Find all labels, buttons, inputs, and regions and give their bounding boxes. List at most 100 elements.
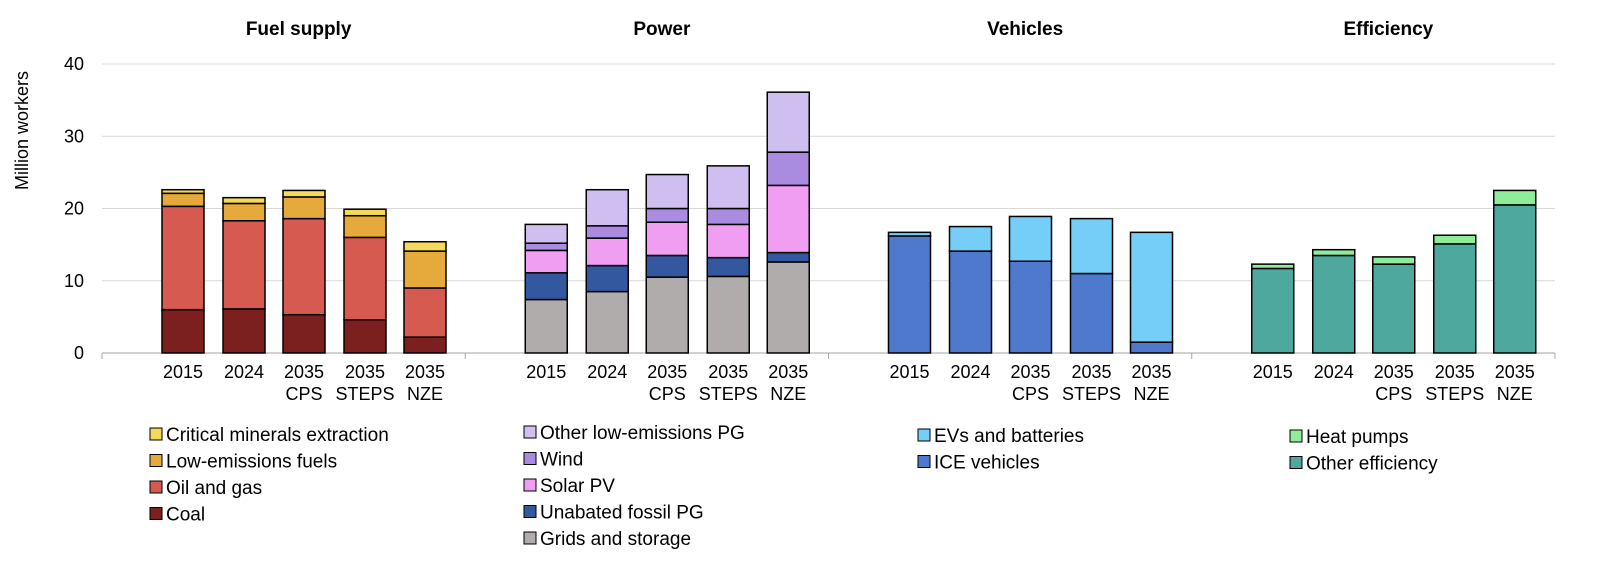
- x-category-label: 2015: [526, 362, 566, 382]
- bar-segment-evs-and-batteries: [948, 225, 993, 252]
- bar-segment-solar-pv: [585, 237, 629, 267]
- bar-segment-critical-minerals-extraction: [403, 240, 447, 252]
- legend-swatch: [149, 507, 163, 520]
- bar-segment-heat-pumps: [1251, 263, 1295, 270]
- x-category-label: 2035: [1495, 362, 1535, 382]
- x-category-label: CPS: [1375, 384, 1412, 404]
- bar-segment-other-efficiency: [1251, 267, 1295, 354]
- x-category-label: 2035: [405, 362, 445, 382]
- legend-label: Heat pumps: [1306, 427, 1408, 448]
- x-category-label: 2035: [768, 362, 808, 382]
- legend-label: Other efficiency: [1306, 454, 1438, 475]
- bar-segment-grids-and-storage: [524, 298, 568, 354]
- x-category-label: 2035: [1131, 362, 1171, 382]
- bar-segment-other-low-emissions-pg: [766, 91, 810, 153]
- labels: 0 10 20 30 40 Million workers Fuel supply 2015 2…: [12, 19, 1535, 404]
- bar-segment-coal: [403, 336, 447, 354]
- x-category-label: STEPS: [335, 384, 394, 404]
- bar-segment-ice-vehicles: [1008, 260, 1053, 354]
- bar-segment-coal: [161, 308, 205, 354]
- bar-segment-grids-and-storage: [766, 261, 810, 354]
- bar-segment-oil-and-gas: [222, 220, 266, 310]
- y-tick-label: 0: [74, 343, 84, 363]
- bar-segment-wind: [585, 225, 629, 239]
- legend-label: Unabated fossil PG: [540, 503, 704, 524]
- legend-swatch: [1289, 429, 1303, 443]
- bar-segment-critical-minerals-extraction: [222, 196, 266, 205]
- bar-segment-evs-and-batteries: [1069, 217, 1114, 275]
- legend-label: Oil and gas: [166, 478, 262, 499]
- bar-segment-solar-pv: [706, 223, 750, 259]
- bar-segment-oil-and-gas: [161, 205, 205, 311]
- x-category-label: STEPS: [699, 384, 758, 404]
- x-category-label: NZE: [770, 384, 806, 404]
- legend-label: ICE vehicles: [934, 453, 1040, 474]
- x-category-label: STEPS: [1425, 384, 1484, 404]
- legend-label: Low-emissions fuels: [166, 452, 337, 473]
- bar-segment-heat-pumps: [1433, 234, 1477, 245]
- legend-swatch: [523, 505, 537, 518]
- bar-segment-critical-minerals-extraction: [161, 188, 205, 195]
- legend-swatch: [149, 427, 163, 441]
- axes: [101, 352, 1556, 359]
- x-category-label: NZE: [407, 384, 443, 404]
- y-axis-title: Million workers: [12, 71, 32, 190]
- legend-label: EVs and batteries: [934, 426, 1084, 447]
- bar-segment-ice-vehicles: [1129, 341, 1174, 354]
- bar-segment-solar-pv: [524, 249, 568, 274]
- legend-label: Grids and storage: [540, 529, 691, 550]
- bars: [161, 91, 1537, 354]
- bar-segment-grids-and-storage: [645, 276, 689, 354]
- bar-segment-critical-minerals-extraction: [282, 189, 326, 198]
- x-category-label: 2035: [1374, 362, 1414, 382]
- x-category-label: 2035: [1071, 362, 1111, 382]
- legend-swatch: [149, 480, 163, 494]
- x-category-label: 2024: [1314, 362, 1354, 382]
- legend-swatch: [917, 428, 931, 442]
- x-category-label: 2024: [224, 362, 264, 382]
- bar-segment-solar-pv: [645, 221, 689, 257]
- bar-segment-wind: [524, 242, 568, 252]
- bar-segment-oil-and-gas: [343, 236, 387, 321]
- x-category-label: 2035: [1435, 362, 1475, 382]
- legend-swatch: [523, 478, 537, 492]
- panel-title: Fuel supply: [246, 19, 352, 40]
- y-tick-label: 20: [64, 199, 84, 219]
- bar-segment-solar-pv: [766, 184, 810, 254]
- bar-segment-other-low-emissions-pg: [585, 188, 629, 227]
- x-category-label: 2024: [950, 362, 990, 382]
- bar-segment-unabated-fossil-pg: [706, 256, 750, 278]
- bar-segment-oil-and-gas: [403, 287, 447, 338]
- bar-segment-heat-pumps: [1493, 189, 1537, 206]
- bar-segment-low-emissions-fuels: [161, 192, 205, 208]
- bar-segment-evs-and-batteries: [887, 231, 932, 237]
- bar-segment-coal: [282, 313, 326, 354]
- panel-title: Efficiency: [1343, 19, 1433, 40]
- y-tick-label: 10: [64, 271, 84, 291]
- bar-segment-heat-pumps: [1372, 256, 1416, 265]
- legend-swatch: [523, 531, 537, 545]
- legend-swatch: [917, 455, 931, 468]
- legend-label: Critical minerals extraction: [166, 425, 389, 446]
- bar-segment-low-emissions-fuels: [282, 196, 326, 220]
- x-category-label: CPS: [1012, 384, 1049, 404]
- bar-segment-low-emissions-fuels: [403, 250, 447, 289]
- x-category-label: 2015: [163, 362, 203, 382]
- bar-segment-heat-pumps: [1312, 248, 1356, 257]
- bar-segment-other-efficiency: [1372, 263, 1416, 354]
- x-category-label: 2035: [345, 362, 385, 382]
- legend-swatch: [523, 452, 537, 465]
- bar-segment-wind: [706, 207, 750, 226]
- bar-segment-unabated-fossil-pg: [645, 254, 689, 278]
- bar-segment-wind: [766, 151, 810, 187]
- x-category-label: CPS: [285, 384, 322, 404]
- bar-segment-grids-and-storage: [585, 290, 629, 354]
- bar-segment-ice-vehicles: [887, 235, 932, 354]
- x-category-label: STEPS: [1062, 384, 1121, 404]
- legend-swatch: [149, 454, 163, 467]
- bar-segment-coal: [343, 319, 387, 354]
- legend-label: Other low-emissions PG: [540, 423, 745, 444]
- bar-segment-evs-and-batteries: [1008, 215, 1053, 262]
- x-category-label: 2035: [284, 362, 324, 382]
